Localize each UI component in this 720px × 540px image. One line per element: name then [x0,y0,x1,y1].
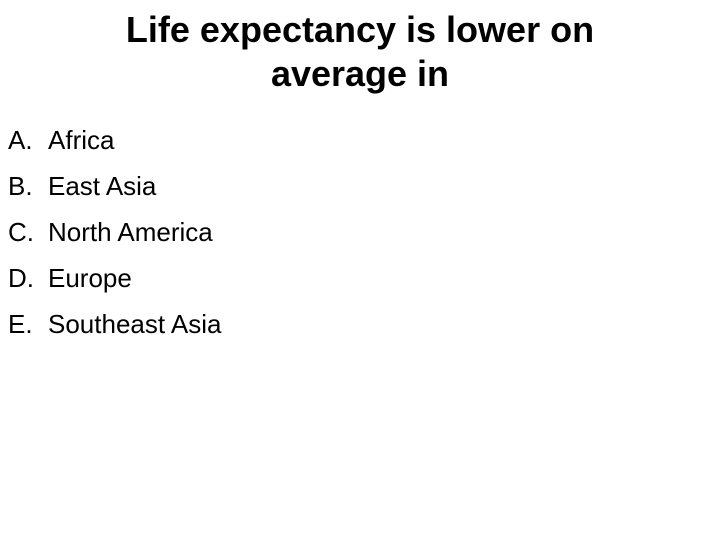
option-c: C. North America [8,209,221,255]
option-letter: D. [8,263,34,293]
option-text: Europe [48,263,132,293]
option-letter: B. [8,171,33,201]
option-text: North America [48,217,213,247]
question-title-line-1: Life expectancy is lower on [125,9,595,50]
option-letter: C. [8,217,34,247]
option-b: B. East Asia [8,163,221,209]
option-letter: A. [8,125,33,155]
option-letter: E. [8,309,33,339]
option-text: Africa [48,125,115,155]
option-a: A. Africa [8,117,221,163]
answer-options: A. Africa B. East Asia C. North America D. E… [8,117,221,347]
option-e: E. Southeast Asia [8,301,221,347]
question-title-line-2: average in [270,53,450,94]
question-title: Life expectancy is lower on average in [0,8,720,96]
option-d: D. Europe [8,255,221,301]
option-text: Southeast Asia [48,309,222,339]
option-text: East Asia [48,171,157,201]
